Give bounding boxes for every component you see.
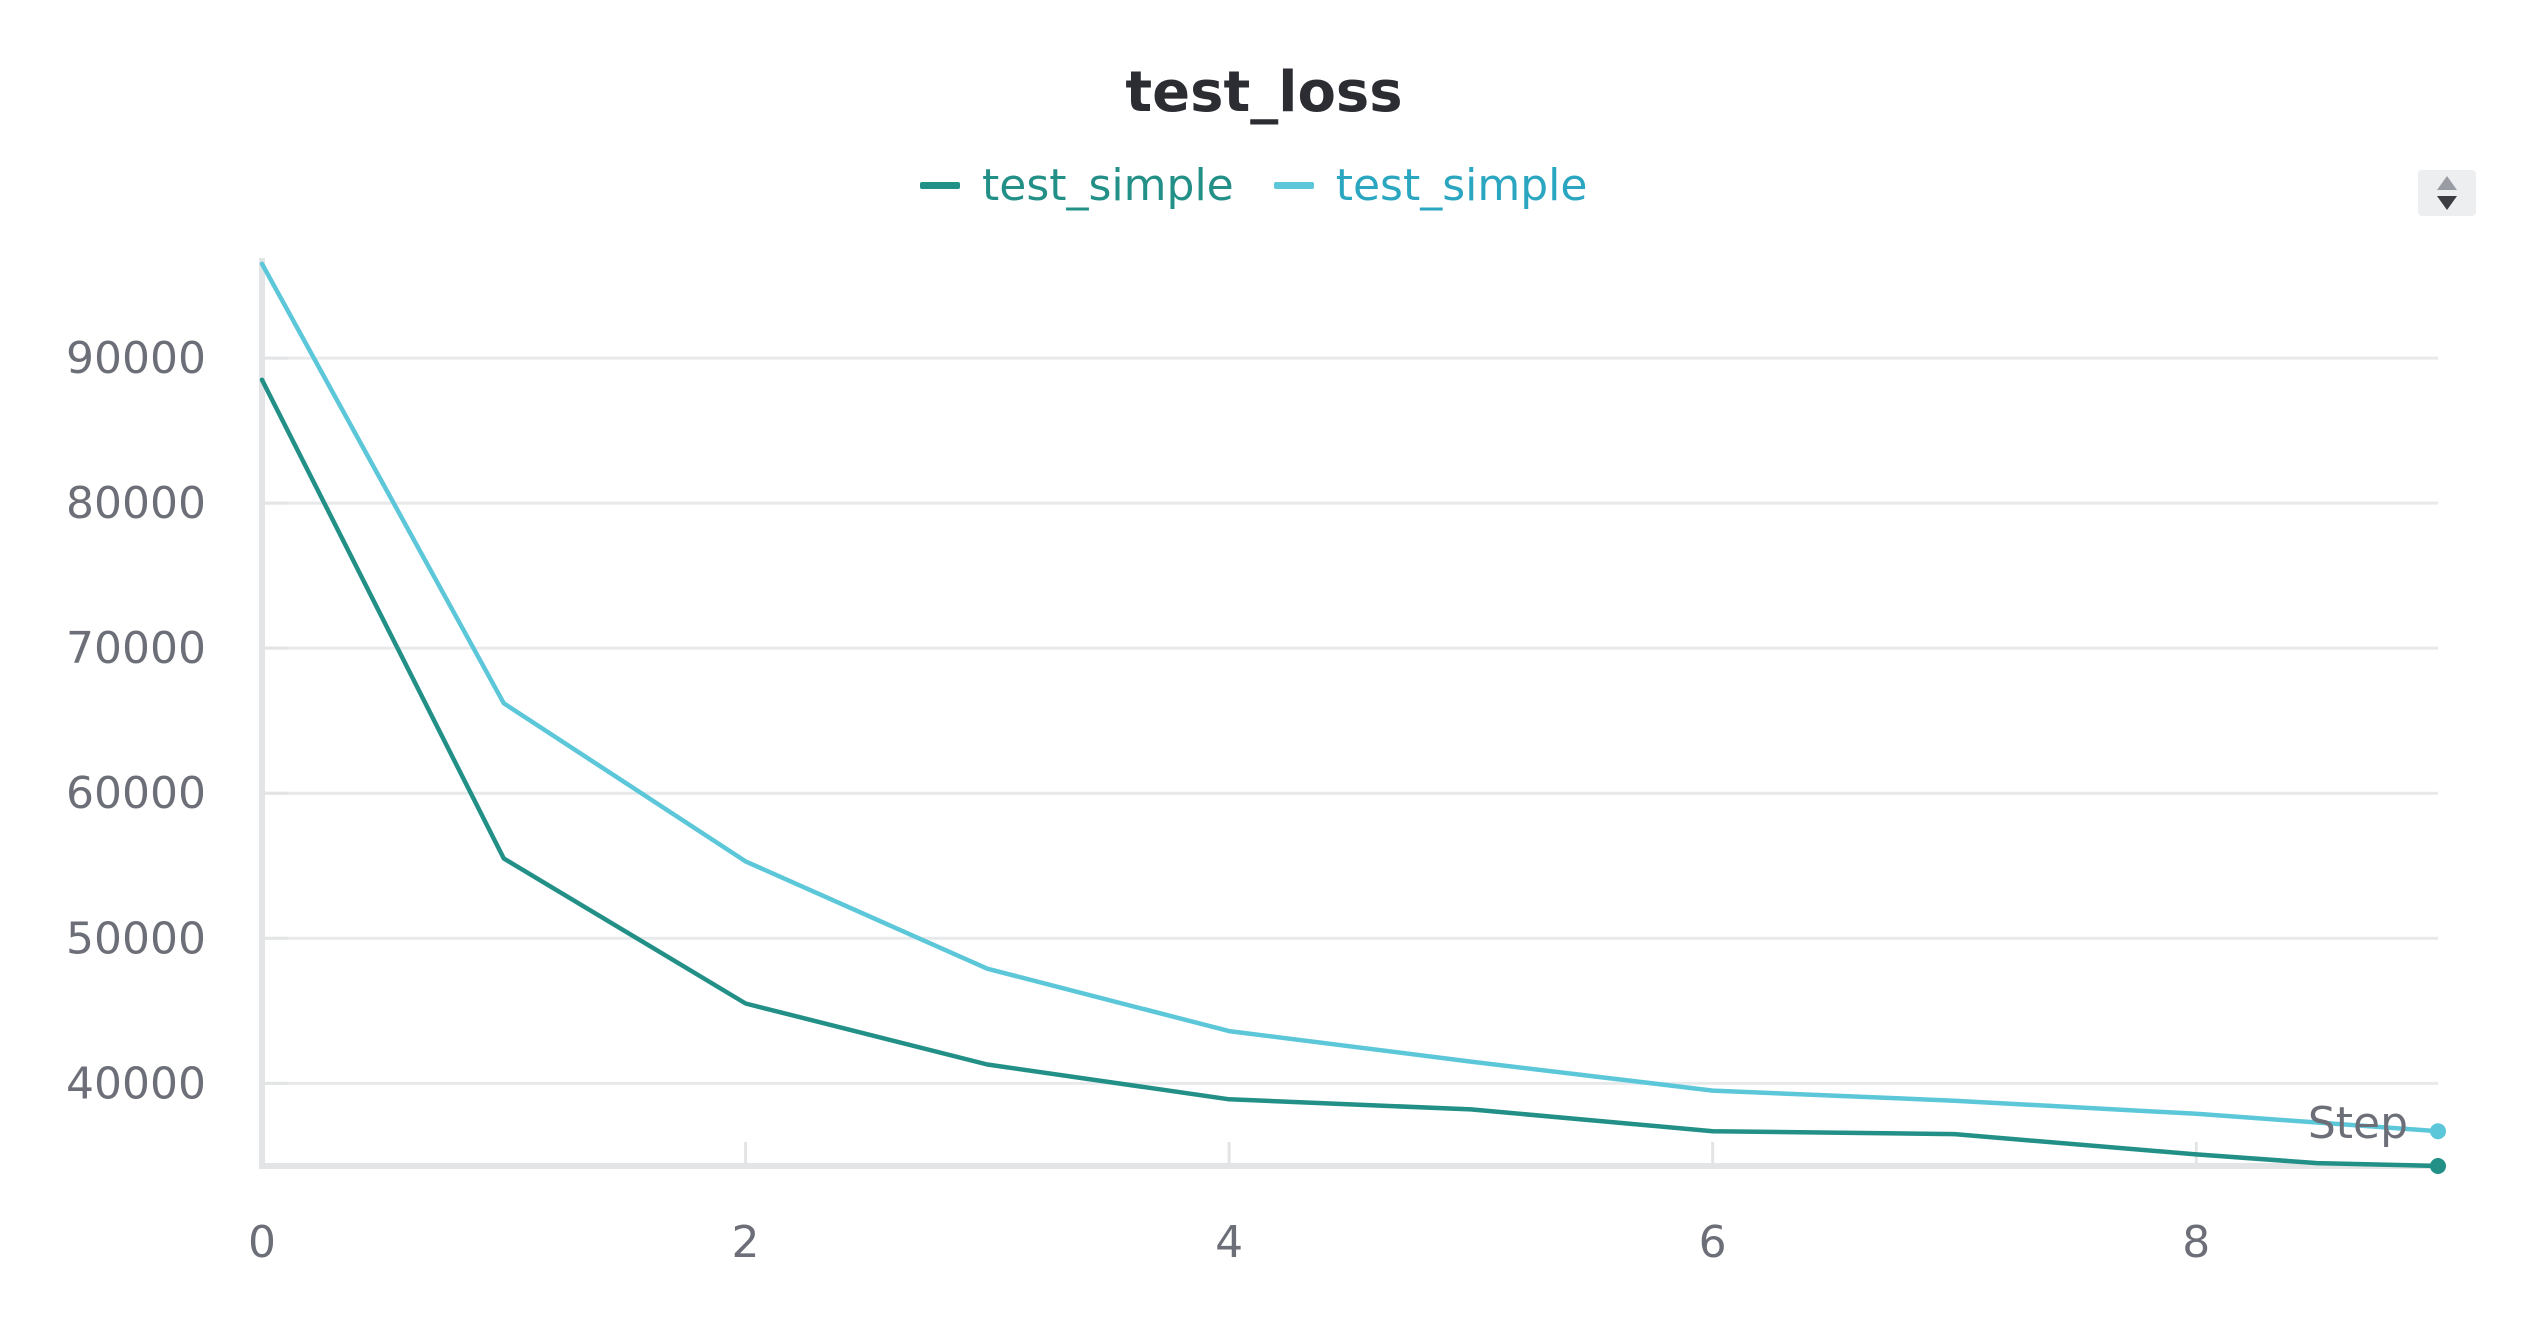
series-line-2	[259, 261, 2441, 1134]
x-tick-label: 8	[2182, 1217, 2210, 1268]
x-tick-label: 2	[732, 1217, 760, 1268]
legend: test_simple test_simple	[920, 160, 1587, 211]
legend-label-series-1: test_simple	[982, 160, 1234, 211]
legend-item-series-2[interactable]: test_simple	[1273, 160, 1588, 211]
legend-scroll-control[interactable]	[2418, 170, 2476, 216]
y-tick-label: 90000	[66, 333, 206, 384]
chart-title: test_loss	[1125, 60, 1403, 125]
scroll-up-icon[interactable]	[2437, 176, 2457, 190]
legend-swatch-series-1	[920, 182, 960, 189]
x-tick-label: 0	[248, 1217, 276, 1268]
x-tick-label: 6	[1699, 1217, 1727, 1268]
legend-swatch-series-2	[1273, 182, 1314, 189]
x-tick-label: 4	[1215, 1217, 1243, 1268]
y-tick-label: 70000	[66, 623, 206, 674]
x-axis-label: Step	[2308, 1098, 2408, 1149]
legend-label-series-2: test_simple	[1335, 160, 1588, 211]
series-line-1	[259, 377, 2441, 1169]
y-tick-label: 80000	[66, 478, 206, 529]
series-end-point-1	[2430, 1158, 2446, 1174]
y-tick-label: 60000	[66, 768, 206, 819]
series-end-point-2	[2430, 1123, 2446, 1140]
y-tick-label: 40000	[66, 1058, 206, 1109]
legend-item-series-1[interactable]: test_simple	[920, 160, 1234, 211]
y-tick-label: 50000	[66, 913, 206, 964]
scroll-down-icon[interactable]	[2437, 196, 2457, 210]
